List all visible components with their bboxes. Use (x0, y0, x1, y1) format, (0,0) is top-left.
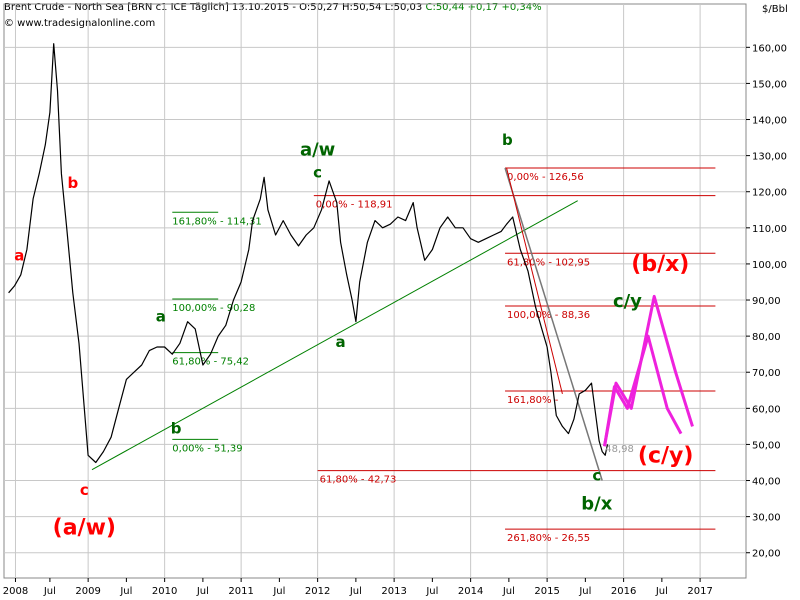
price-series (8, 43, 609, 464)
y-tick-label: 120,00 (752, 188, 787, 199)
wave-label: a (336, 333, 346, 351)
fib-level-label: 61,80% - 102,95 (507, 257, 590, 268)
wave-label: b (171, 420, 182, 438)
x-tick-label: Jul (43, 586, 56, 597)
trendline (91, 200, 578, 471)
wave-label: c/y (613, 291, 642, 312)
x-tick-label: Jul (502, 586, 515, 597)
wave-label: b/x (581, 493, 612, 514)
x-tick-label: 2012 (305, 586, 330, 597)
fib-level-label: 0,00% - 118,91 (316, 200, 393, 211)
fib-level-label: 100,00% - 88,36 (507, 310, 590, 321)
y-tick-label: 90,00 (752, 296, 781, 307)
wave-label: a/w (300, 140, 335, 161)
y-tick-label: 20,00 (752, 549, 781, 560)
symbol-info: Brent Crude - North Sea [BRN c1 ICE Tägl… (4, 2, 423, 13)
x-tick-label: Jul (425, 586, 438, 597)
plot-frame (3, 3, 747, 579)
channel-line-red (506, 167, 563, 395)
x-tick-label: Jul (578, 586, 591, 597)
fib-green-label: 61,80% - 75,42 (172, 357, 249, 368)
watermark: © www.tradesignalonline.com (4, 18, 156, 29)
fib-level-label: 0,00% - 126,56 (507, 172, 584, 183)
x-tick-label: 2016 (611, 586, 636, 597)
x-tick-label: 2008 (3, 586, 28, 597)
y-tick-label: 130,00 (752, 152, 787, 163)
projection-path (603, 294, 694, 447)
x-tick-label: 2014 (458, 586, 483, 597)
x-tick-label: 2015 (534, 586, 559, 597)
x-tick-label: Jul (349, 586, 362, 597)
y-tick-label: 140,00 (752, 116, 787, 127)
fib-level-label: 161,80% - (507, 395, 559, 406)
y-tick-label: 70,00 (752, 368, 781, 379)
wave-label: c (80, 481, 89, 499)
wave-label: (b/x) (631, 252, 689, 277)
wave-label: b (67, 174, 78, 192)
x-tick-label: Jul (119, 586, 132, 597)
wave-label: a (156, 308, 166, 326)
y-tick-label: 60,00 (752, 404, 781, 415)
x-tick-label: 2010 (152, 586, 177, 597)
unit-label: $/Bbl (762, 4, 788, 15)
y-tick-label: 40,00 (752, 477, 781, 488)
y-tick-label: 100,00 (752, 260, 787, 271)
channel-line-grey (504, 167, 603, 481)
fib-green-label: 100,00% - 90,28 (172, 303, 255, 314)
fib-green-label: 161,80% - 114,31 (172, 216, 261, 227)
x-tick-label: Jul (196, 586, 209, 597)
y-tick-label: 50,00 (752, 440, 781, 451)
y-tick-label: 150,00 (752, 79, 787, 90)
price-marker-label: 48,98 (605, 444, 634, 455)
close-change: C:50,44 +0,17 +0,34% (425, 2, 542, 13)
wave-label: (a/w) (53, 516, 116, 541)
x-tick-label: Jul (655, 586, 668, 597)
x-tick-label: 2011 (228, 586, 253, 597)
fib-level-label: 61,80% - 42,73 (320, 475, 397, 486)
x-tick-label: 2009 (75, 586, 100, 597)
fib-green-label: 0,00% - 51,39 (172, 443, 242, 454)
x-tick-label: Jul (272, 586, 285, 597)
x-tick-label: 2017 (687, 586, 712, 597)
y-tick-label: 80,00 (752, 332, 781, 343)
y-tick-label: 30,00 (752, 513, 781, 524)
wave-label: c (313, 163, 322, 181)
wave-label: (c/y) (638, 443, 694, 468)
chart-header: Brent Crude - North Sea [BRN c1 ICE Tägl… (4, 2, 542, 13)
wave-label: a (14, 246, 24, 264)
wave-label: b (502, 131, 513, 149)
y-tick-label: 110,00 (752, 224, 787, 235)
y-tick-label: 160,00 (752, 43, 787, 54)
fib-level-label: 261,80% - 26,55 (507, 533, 590, 544)
wave-label: c (592, 467, 601, 485)
x-tick-label: 2013 (381, 586, 406, 597)
